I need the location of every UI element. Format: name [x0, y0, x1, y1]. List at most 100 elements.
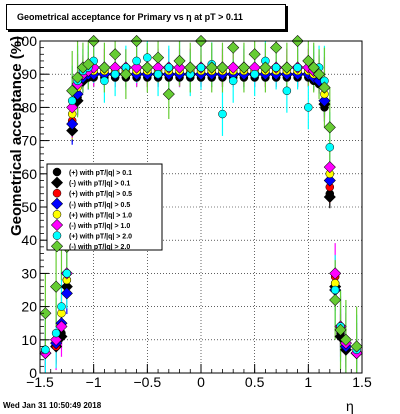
legend-label: (-) with pT/|q| > 2.0: [69, 244, 130, 251]
data-point: [302, 54, 315, 67]
legend: (+) with pT/|q| > 0.1 (-) with pT/|q| > 0…: [46, 163, 163, 253]
data-point: [39, 307, 52, 320]
y-tick-label: 60: [21, 166, 37, 182]
data-point: [119, 68, 132, 81]
legend-marker: [50, 218, 64, 232]
data-point: [334, 323, 347, 336]
data-point: [184, 61, 197, 74]
data-point: [339, 333, 352, 346]
y-tick-label: 0: [29, 365, 37, 381]
data-point: [205, 61, 218, 74]
data-point: [329, 267, 342, 280]
data-point: [143, 53, 152, 62]
data-point: [271, 63, 281, 72]
legend-label: (+) with pT/|q| > 0.1: [69, 170, 132, 177]
data-point: [307, 61, 320, 74]
data-point: [248, 48, 261, 61]
legend-label: (-) with pT/|q| > 0.1: [69, 181, 130, 188]
data-point: [282, 86, 292, 96]
data-point: [250, 69, 259, 79]
data-point: [350, 340, 363, 353]
x-tick-label: −0.5: [134, 374, 162, 390]
legend-marker: [50, 176, 64, 189]
y-tick-label: 70: [21, 133, 37, 149]
data-point: [50, 333, 63, 346]
data-point: [109, 61, 122, 74]
data-point: [100, 76, 109, 86]
y-tick-label: 20: [21, 299, 37, 315]
x-tick-label: 0: [197, 374, 205, 390]
data-point: [162, 88, 175, 101]
legend-marker: [52, 210, 62, 219]
data-points: [39, 34, 363, 360]
legend-box: [46, 163, 163, 251]
y-tick-label: 40: [21, 232, 37, 248]
y-tick-label: 90: [21, 66, 37, 82]
data-point: [152, 51, 165, 64]
data-point: [323, 161, 336, 174]
data-point: [293, 63, 302, 72]
data-point: [227, 41, 240, 54]
data-point: [325, 142, 335, 152]
data-point: [173, 54, 186, 67]
data-point: [109, 48, 122, 61]
data-point: [259, 61, 272, 74]
data-point: [164, 63, 174, 72]
data-point: [110, 69, 120, 79]
data-point: [323, 121, 336, 134]
data-point: [130, 61, 143, 74]
data-point: [323, 191, 336, 204]
axis-ticks: [39, 40, 363, 374]
data-point: [62, 269, 72, 278]
y-tick-label: 80: [21, 99, 37, 115]
data-point: [141, 61, 154, 74]
data-point: [329, 293, 342, 306]
data-point: [66, 124, 79, 137]
legend-label: (+) with pT/|q| > 0.5: [69, 191, 132, 198]
data-point: [152, 61, 165, 74]
data-point: [313, 68, 326, 81]
x-tick-label: 0.5: [245, 374, 265, 390]
data-point: [66, 84, 79, 97]
y-tick-label: 10: [21, 332, 37, 348]
data-point: [228, 76, 238, 86]
legend-marker: [52, 167, 62, 177]
legend-marker: [52, 188, 62, 198]
x-axis-label: η: [346, 398, 354, 414]
data-point: [66, 101, 79, 114]
x-tick-label: 1.5: [352, 374, 372, 390]
data-point: [196, 63, 206, 72]
legend-marker: [52, 231, 62, 240]
y-tick-label: 30: [21, 265, 37, 281]
legend-marker: [50, 240, 64, 253]
data-point: [98, 61, 111, 74]
data-point: [66, 117, 79, 131]
y-tick-label: 100: [14, 33, 38, 49]
title-box: Geometrical acceptance for Primary vs η …: [6, 4, 286, 30]
data-point: [132, 56, 141, 66]
data-point: [50, 280, 63, 293]
legend-label: (-) with pT/|q| > 1.0: [69, 223, 130, 230]
timestamp: Wed Jan 31 10:50:49 2018: [3, 401, 102, 410]
data-point: [60, 280, 73, 293]
data-point: [330, 285, 340, 295]
data-point: [280, 61, 293, 74]
legend-label: (+) with pT/|q| > 1.0: [69, 212, 132, 219]
legend-marker: [50, 197, 64, 210]
x-tick-label: 1: [304, 374, 312, 390]
data-point: [216, 61, 229, 74]
data-point: [57, 302, 66, 311]
y-tick-label: 50: [21, 199, 37, 215]
tick-labels: −1.5 −1 −0.5 0 0.5 1 1.5 0 10 20 30 40 50 60 70 80 90 100: [14, 33, 372, 390]
data-point: [318, 81, 331, 94]
data-point: [227, 61, 240, 74]
data-point: [41, 345, 50, 355]
legend-label: (-) with pT/|q| > 0.5: [69, 202, 130, 209]
data-point: [173, 61, 186, 74]
data-point: [60, 287, 73, 300]
data-point: [304, 103, 313, 112]
data-point: [270, 41, 283, 54]
x-tick-label: −1.5: [26, 374, 54, 390]
data-point: [218, 109, 227, 119]
